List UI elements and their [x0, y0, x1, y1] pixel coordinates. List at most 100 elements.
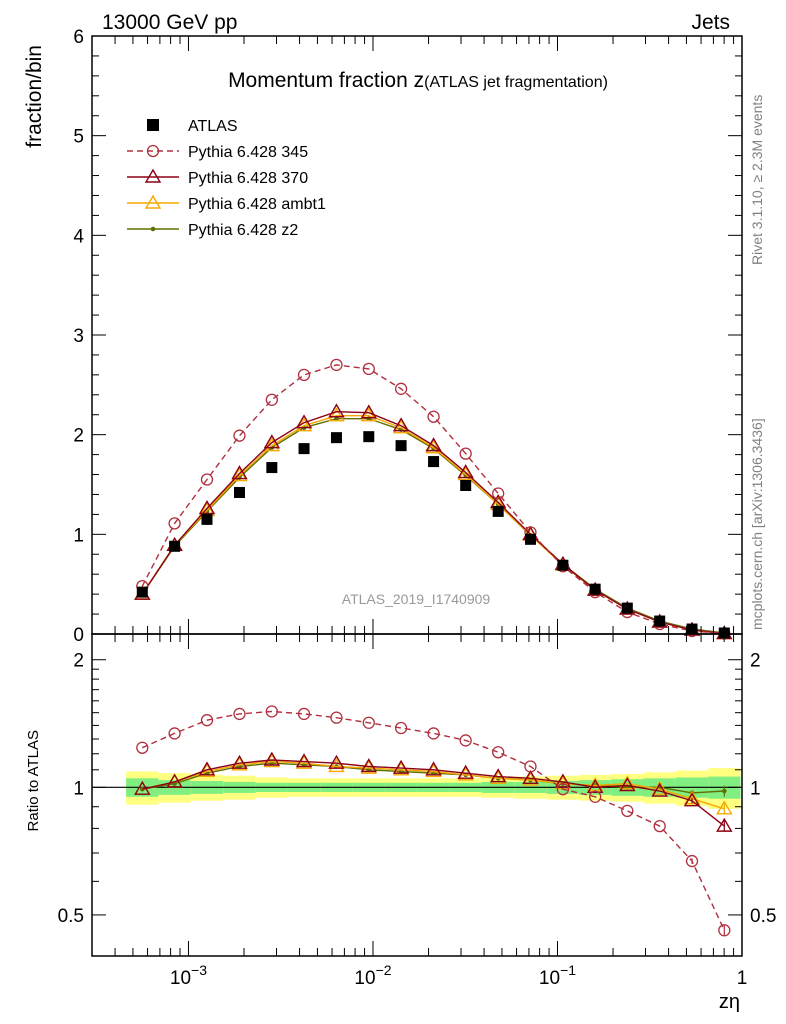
legend-marker: [150, 226, 156, 232]
ratio-point: [328, 758, 345, 773]
ratio-point: [718, 924, 731, 937]
series-point: [231, 467, 248, 482]
ratio-point: [328, 754, 345, 769]
ratio-panel: 0.5 0.5 1 1 2 2 10−3 10−2 10−1 1: [58, 633, 777, 989]
data-point: [266, 462, 278, 474]
series-point: [427, 410, 440, 423]
ratio-point: [457, 764, 474, 779]
data-point: [428, 456, 440, 468]
header-process: 13000 GeV pp: [102, 11, 237, 34]
series-point: [392, 419, 410, 434]
ratio-point: [619, 775, 636, 790]
series-point: [297, 368, 311, 382]
series-point: [392, 417, 410, 432]
legend-label: Pythia 6.428 ambt1: [188, 196, 326, 213]
main-y-tick-label: 0: [73, 625, 84, 646]
x-tick-label: 1: [737, 968, 748, 989]
ratio-panel-frame: [91, 633, 743, 957]
ratio-point: [295, 753, 313, 768]
data-point: [136, 586, 148, 598]
ratio-point: [200, 714, 214, 727]
series-point: [457, 464, 474, 479]
main-y-axis: 0 1 2 3 4 5 6: [73, 27, 742, 646]
legend-label: ATLAS: [188, 118, 238, 135]
ratio-point: [586, 778, 604, 794]
series-point: [263, 437, 281, 452]
main-y-tick-label: 1: [73, 525, 84, 546]
series-atlas-data: [136, 431, 730, 639]
plot-title: Momentum fraction z(ATLAS jet fragmentat…: [228, 69, 608, 92]
ratio-y-tick-label-right: 2: [750, 651, 761, 672]
rivet-label: Rivet 3.1.10, ≥ 2.3M events: [749, 95, 765, 265]
ratio-point: [297, 707, 311, 721]
ratio-point: [489, 768, 507, 783]
y-axis-label: fraction/bin: [23, 45, 46, 148]
ratio-point: [619, 777, 636, 792]
main-panel: 0 1 2 3 4 5 6: [73, 27, 743, 646]
main-y-tick-label: 5: [73, 127, 84, 148]
ratio-point: [653, 819, 666, 833]
ratio-series-pythia-6-428-370: [134, 751, 733, 832]
ratio-point: [716, 800, 733, 815]
legend-marker: [144, 194, 162, 209]
ratio-point: [330, 711, 343, 724]
x-axis-label: zη: [719, 991, 740, 1013]
mcplots-label: mcplots.cern.ch [arXiv:1306.3436]: [749, 418, 765, 630]
ratio-point: [524, 760, 537, 773]
ratio-point: [651, 780, 668, 795]
data-point: [330, 432, 342, 444]
legend-marker-atlas: [147, 119, 159, 131]
series-point: [233, 429, 246, 442]
header-observable: Jets: [691, 11, 730, 34]
series-point: [263, 434, 281, 449]
legend-label: Pythia 6.428 370: [188, 170, 308, 187]
legend-label: Pythia 6.428 z2: [188, 222, 298, 239]
ratio-point: [621, 804, 634, 818]
series-point: [459, 447, 472, 460]
plot-title-sub: (ATLAS jet fragmentation): [424, 74, 608, 91]
data-point: [589, 583, 601, 595]
data-point: [395, 440, 407, 452]
legend-label: Pythia 6.428 345: [188, 144, 308, 161]
series-point: [334, 416, 339, 422]
series-point: [330, 358, 343, 372]
x-tick-label: 10−3: [170, 962, 207, 989]
ratio-point: [166, 773, 183, 788]
series-point: [200, 473, 214, 486]
ratio-y-axis: 0.5 0.5 1 1 2 2: [58, 651, 777, 927]
main-y-tick-label: 4: [73, 226, 84, 247]
ratio-point: [589, 790, 602, 803]
ratio-point: [360, 758, 378, 773]
ratio-point: [198, 761, 216, 776]
series-point: [394, 382, 408, 395]
ratio-point: [362, 716, 375, 729]
ratio-point: [263, 751, 281, 766]
series-point: [360, 404, 378, 419]
data-point: [492, 505, 504, 517]
ratio-line: [142, 710, 725, 931]
data-point: [169, 540, 181, 552]
ratio-x-axis: 10−3 10−2 10−1 1: [91, 634, 748, 989]
data-point: [686, 623, 698, 635]
series-point: [425, 439, 442, 454]
ratio-line: [142, 760, 725, 810]
ratio-line: [142, 759, 725, 827]
series-point: [231, 465, 248, 480]
ratio-point: [554, 773, 572, 788]
main-y-tick-label: 3: [73, 326, 84, 347]
main-y-tick-label: 2: [73, 426, 84, 447]
data-point: [363, 431, 375, 443]
legend-marker: [146, 144, 160, 158]
x-tick-label: 10−2: [354, 962, 391, 989]
ratio-point: [556, 783, 570, 796]
ratio-point: [685, 854, 699, 868]
main-y-tick-label: 6: [73, 27, 84, 48]
series-point: [492, 487, 505, 500]
ratio-plot-area: [92, 705, 742, 937]
legend: ATLAS Pythia 6.428 345 Pythia 6.428 370 Pyt…: [127, 118, 326, 239]
ratio-point: [265, 705, 278, 718]
ratio-point: [722, 788, 727, 794]
x-tick-label: 10−1: [539, 962, 576, 989]
ratio-y-tick-label-right: 0.5: [750, 906, 776, 927]
